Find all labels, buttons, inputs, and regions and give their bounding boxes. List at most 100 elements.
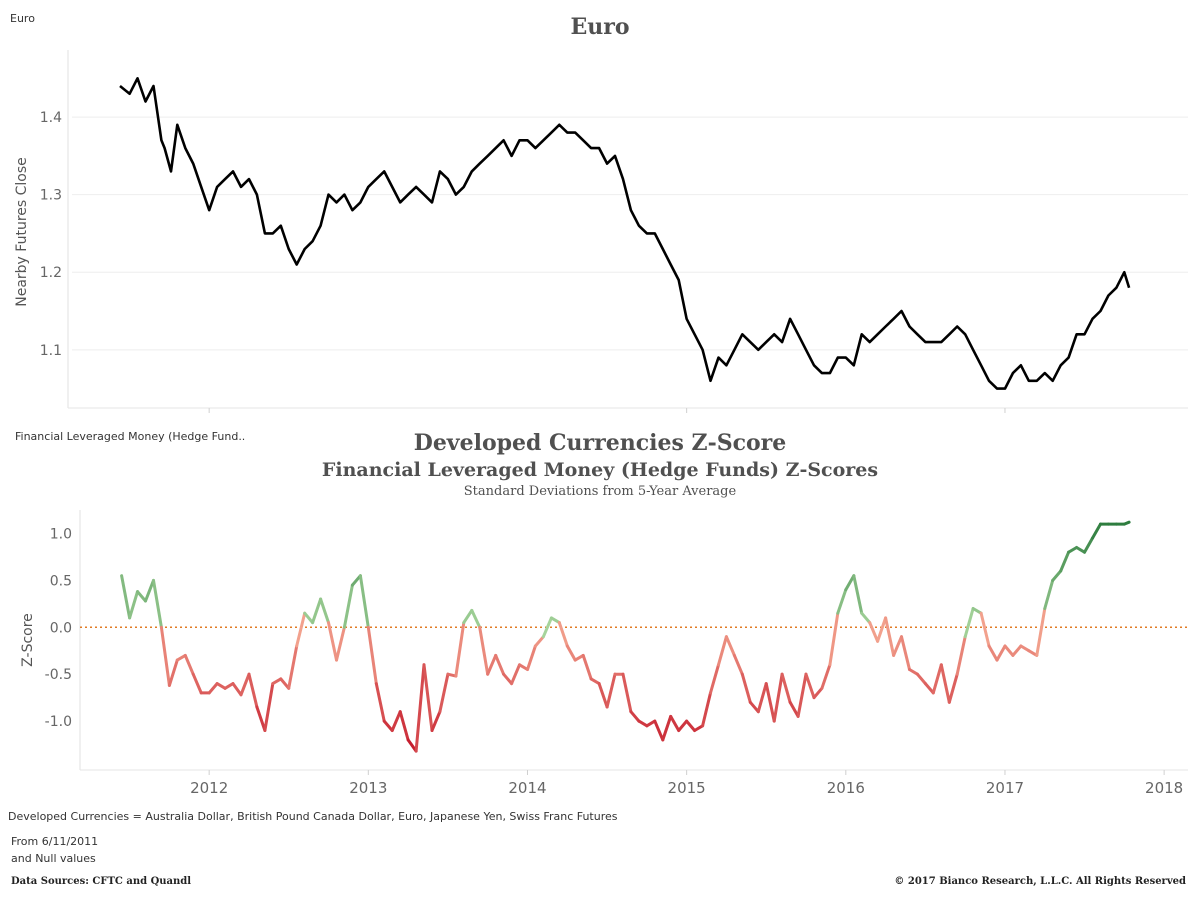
data-sources: Data Sources: CFTC and Quandl (11, 876, 192, 887)
zscore-line-segment (732, 653, 744, 676)
zscore-line-segment (279, 677, 291, 690)
zscore-line-segment (247, 672, 259, 709)
zscore-y-tick-label: 0.5 (50, 573, 72, 589)
zscore-line-segment (239, 672, 251, 697)
zscore-line-segment (677, 719, 689, 732)
zscore-line-segment (581, 653, 593, 681)
zscore-line-segment (812, 686, 824, 700)
zscore-y-axis-label: Z-Score (20, 613, 36, 667)
zscore-line-segment (892, 635, 903, 657)
zscore-line-segment (390, 710, 402, 732)
zscore-line-segment (167, 658, 179, 687)
zscore-line-segment (327, 621, 338, 662)
zscore-x-tick-label: 2015 (668, 779, 706, 797)
zscore-line-segment (120, 574, 132, 620)
zscore-line-segment (311, 597, 323, 625)
zscore-line-segment (191, 672, 203, 695)
zscore-x-tick-label: 2014 (508, 779, 546, 797)
zscore-x-tick-label: 2016 (827, 779, 865, 797)
euro-y-tick-label: 1.3 (40, 188, 62, 204)
zscore-line-segment (478, 625, 490, 676)
zscore-line-segment (271, 677, 283, 686)
zscore-line-segment (947, 672, 959, 704)
euro-y-tick-label: 1.4 (40, 110, 62, 126)
zscore-line-segment (764, 682, 776, 723)
zscore-line-segment (518, 663, 529, 671)
zscore-line-segment (136, 590, 147, 603)
zscore-line-segment (709, 663, 720, 695)
footnote-nulls: and Null values (11, 852, 96, 865)
zscore-line-segment (796, 672, 808, 718)
zscore-line-segment (653, 719, 665, 742)
euro-price-line (119, 77, 1131, 390)
euro-chart-title: Euro (570, 14, 630, 40)
zscore-line-segment (597, 682, 609, 709)
zscore-line-segment (1067, 546, 1079, 554)
zscore-line-segment (422, 663, 434, 732)
zscore-line-segment (740, 672, 752, 704)
zscore-line-segment (207, 682, 219, 695)
zscore-line-segment (430, 710, 442, 732)
footnote-currencies: Developed Currencies = Australia Dollar,… (8, 810, 618, 823)
zscore-line-segment (605, 672, 617, 709)
zscore-line-segment (486, 653, 498, 676)
zscore-line-segment (748, 700, 760, 714)
zscore-line-segment (923, 682, 935, 695)
zscore-line-segment (263, 682, 275, 732)
zscore-line-segment (836, 588, 848, 615)
zscore-chart-title: Developed Currencies Z-Score (413, 430, 787, 456)
zscore-line-segment (589, 677, 601, 686)
zscore-y-tick-label: 0.0 (50, 620, 72, 636)
zscore-line-segment (374, 682, 386, 723)
zscore-line-segment (780, 672, 792, 704)
zscore-line-segment (756, 682, 768, 714)
zscore-line-segment (350, 574, 362, 587)
zscore-line-segment (685, 719, 697, 732)
zscore-line-segment (159, 625, 171, 687)
zscore-y-tick-label: -0.5 (45, 667, 72, 683)
zscore-line-segment (1122, 520, 1131, 526)
zscore-line-segment (1035, 607, 1047, 657)
zscore-line-segment (868, 621, 880, 643)
zscore-line-segment (939, 663, 951, 704)
zscore-line-segment (804, 672, 816, 700)
euro-y-tick-label: 1.2 (40, 265, 62, 281)
zscore-line-segment (152, 578, 163, 629)
zscore-line-segment (1091, 522, 1102, 540)
zscore-line-segment (1019, 644, 1031, 653)
zscore-line-segment (852, 574, 864, 615)
zscore-line-segment (183, 653, 195, 676)
zscore-line-segment (860, 611, 872, 625)
zscore-line-segment (844, 574, 856, 592)
euro-y-axis-label: Nearby Futures Close (14, 157, 30, 307)
zscore-line-segment (231, 682, 243, 697)
zscore-chart-subtitle-2: Standard Deviations from 5-Year Average (463, 484, 737, 499)
zscore-line-segment (661, 714, 673, 742)
zscore-x-tick-label: 2013 (349, 779, 387, 797)
zscore-line-segment (382, 719, 394, 732)
zscore-line-segment (533, 635, 545, 648)
zscore-y-tick-label: -1.0 (45, 714, 72, 730)
zscore-line-segment (1083, 536, 1094, 554)
zscore-line-segment (462, 608, 474, 625)
zscore-line-segment (828, 611, 840, 667)
top-left-label: Euro (10, 12, 35, 25)
zscore-line-segment (510, 663, 521, 686)
zscore-line-segment (1075, 546, 1086, 554)
zscore-line-segment (1011, 644, 1023, 657)
zscore-line-segment (565, 644, 577, 662)
zscore-line-segment (788, 700, 800, 718)
zscore-line-segment (717, 635, 728, 667)
zscore-line-segment (303, 611, 315, 625)
zscore-line-segment (963, 607, 975, 639)
zscore-line-segment (175, 653, 187, 662)
zscore-line-segment (1059, 550, 1071, 573)
zscore-line-segment (971, 607, 983, 615)
zscore-line-segment (342, 583, 354, 629)
zscore-chart-subtitle: Financial Leveraged Money (Hedge Funds) … (321, 459, 879, 481)
zscore-line-segment (470, 608, 482, 629)
zscore-line-segment (621, 672, 633, 714)
zscore-line-segment (526, 644, 537, 671)
euro-y-tick-label: 1.1 (40, 343, 62, 359)
zscore-line-segment (955, 635, 967, 676)
